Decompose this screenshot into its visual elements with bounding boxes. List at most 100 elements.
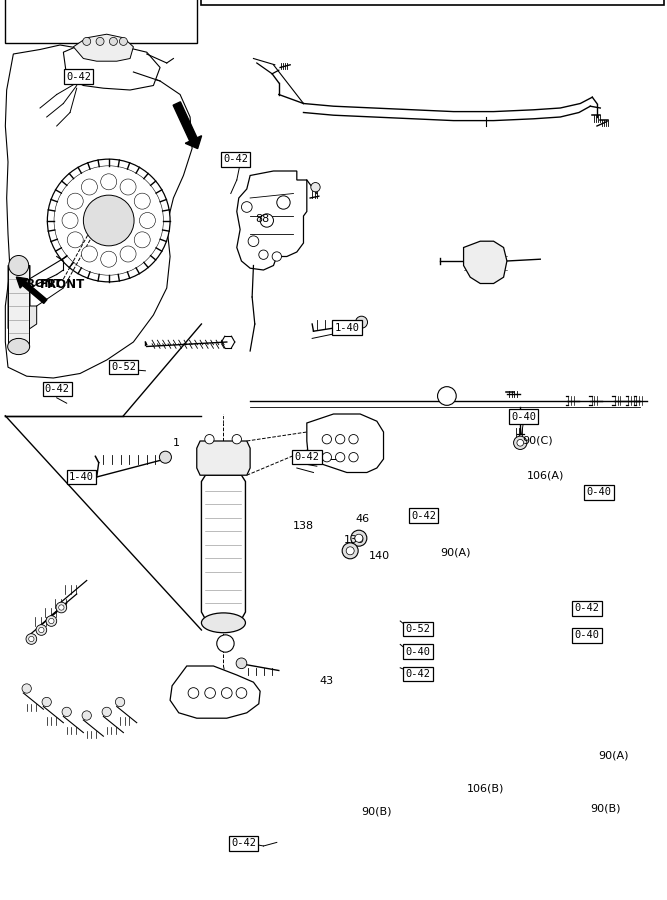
Polygon shape [5,45,192,378]
Text: 88: 88 [255,213,269,224]
Circle shape [59,605,64,610]
Circle shape [322,453,331,462]
Circle shape [311,183,320,192]
Circle shape [62,707,71,716]
Text: 0-42: 0-42 [66,71,91,82]
FancyArrow shape [173,102,201,148]
Circle shape [101,251,117,267]
Text: 0-42: 0-42 [294,452,319,463]
Circle shape [517,439,524,446]
Circle shape [42,698,51,706]
Circle shape [102,707,111,716]
Circle shape [81,246,97,262]
Text: 0-42: 0-42 [231,838,256,849]
Circle shape [120,246,136,262]
Polygon shape [8,266,29,346]
Text: 43: 43 [319,676,334,687]
Circle shape [351,530,367,546]
Circle shape [514,436,527,449]
Circle shape [109,38,117,45]
Text: 90(A): 90(A) [440,547,471,558]
Text: 0-42: 0-42 [411,510,436,521]
Text: 0-52: 0-52 [406,624,431,634]
Text: 1: 1 [173,437,180,448]
Text: 0-42: 0-42 [574,603,600,614]
Text: 46: 46 [355,514,370,525]
Circle shape [56,602,67,613]
Ellipse shape [201,613,245,633]
Ellipse shape [8,338,30,355]
Circle shape [83,38,91,45]
Text: 138: 138 [293,520,314,531]
FancyArrow shape [17,277,47,303]
Circle shape [62,212,78,229]
Text: 0-42: 0-42 [45,383,70,394]
Text: 139: 139 [344,535,365,545]
Circle shape [342,543,358,559]
Circle shape [115,698,125,706]
Circle shape [349,453,358,462]
Polygon shape [307,414,384,472]
Text: 90(B): 90(B) [590,803,621,814]
Polygon shape [73,34,133,61]
Circle shape [22,684,31,693]
Text: 90(A): 90(A) [598,751,629,761]
Circle shape [336,435,345,444]
Circle shape [356,316,368,328]
Circle shape [438,387,456,405]
Circle shape [9,256,29,275]
Text: 0-42: 0-42 [406,669,431,680]
Circle shape [232,435,241,444]
Circle shape [277,196,290,209]
Text: 0-40: 0-40 [406,646,431,657]
Circle shape [101,174,117,190]
Text: 106(A): 106(A) [527,470,564,481]
Circle shape [205,435,214,444]
Circle shape [67,194,83,209]
Text: 1-40: 1-40 [69,472,94,482]
Circle shape [322,435,331,444]
Circle shape [46,616,57,626]
Text: 90(C): 90(C) [522,435,553,446]
Circle shape [355,535,363,542]
Circle shape [221,688,232,698]
Polygon shape [197,441,250,475]
Text: 140: 140 [369,551,390,562]
Circle shape [119,38,127,45]
Bar [5,0,197,43]
Circle shape [217,634,234,652]
Text: 0-42: 0-42 [223,154,248,165]
Circle shape [26,634,37,644]
Circle shape [134,194,150,209]
Polygon shape [464,241,507,284]
Circle shape [54,166,163,275]
Text: 106(B): 106(B) [467,783,504,794]
Circle shape [36,625,47,635]
Circle shape [349,435,358,444]
Circle shape [259,250,268,259]
Circle shape [120,179,136,195]
Circle shape [139,212,155,229]
Circle shape [29,636,34,642]
Circle shape [205,688,215,698]
Circle shape [241,202,252,212]
Circle shape [96,38,104,45]
Circle shape [47,159,170,282]
Circle shape [82,711,91,720]
Circle shape [346,547,354,554]
Circle shape [83,195,134,246]
Text: FRONT: FRONT [40,278,85,291]
Text: 0-52: 0-52 [111,362,136,373]
Polygon shape [8,266,37,328]
Circle shape [67,232,83,248]
Circle shape [159,451,171,464]
Circle shape [260,214,273,227]
Circle shape [336,453,345,462]
Circle shape [236,658,247,669]
Polygon shape [237,171,307,270]
Polygon shape [170,666,260,718]
Text: 0-40: 0-40 [511,411,536,422]
Circle shape [81,179,97,195]
Circle shape [236,688,247,698]
Circle shape [39,627,44,633]
